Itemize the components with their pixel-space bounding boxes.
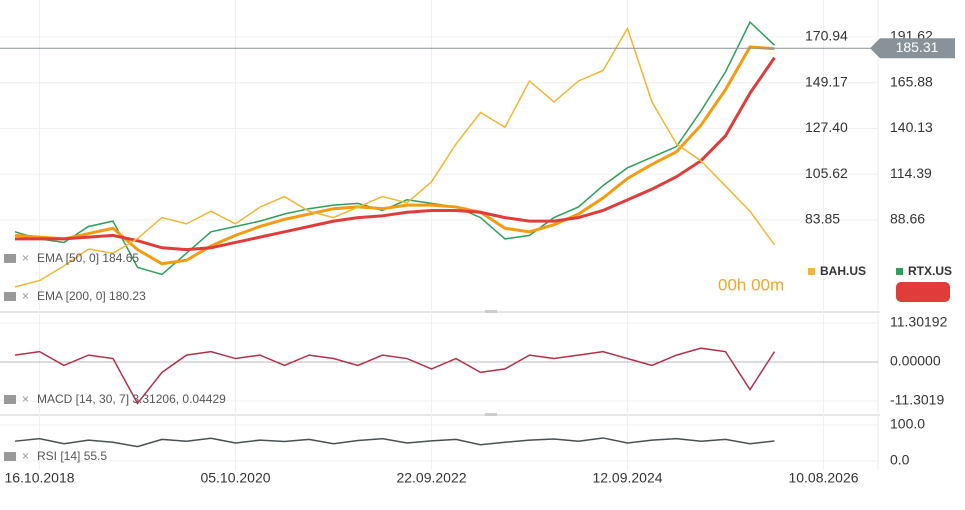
price-tag — [870, 38, 955, 59]
series-line — [15, 56, 776, 252]
y-tick-label: -11.3019 — [890, 392, 944, 408]
y-tick-label: 105.62 — [805, 165, 848, 181]
y2-tick-label: 140.13 — [890, 119, 933, 135]
price-tag-label: 185.31 — [896, 39, 939, 55]
indicator-label: RSI [14] 55.5 — [37, 449, 107, 463]
y-tick-label: 127.40 — [805, 119, 848, 135]
series-line — [14, 437, 775, 448]
indicator-label: EMA [50, 0] 184.65 — [37, 251, 139, 265]
series-line — [14, 347, 776, 405]
y2-tick-label: 114.39 — [890, 165, 932, 181]
indicator-label: MACD [14, 30, 7] 3.31206, 0.04429 — [37, 392, 226, 406]
indicator-close: × — [22, 449, 29, 463]
x-tick-label: 22.09.2022 — [396, 470, 466, 486]
y-tick-label: 11.30192 — [890, 314, 948, 330]
y-tick-label: 100.0 — [890, 416, 925, 432]
x-tick-label: 16.10.2018 — [4, 470, 74, 486]
legend-swatch — [896, 268, 903, 275]
legend-label: BAH.US — [820, 264, 866, 278]
indicator-label: EMA [200, 0] 180.23 — [37, 289, 146, 303]
indicator-icon — [4, 292, 16, 301]
x-tick-label: 10.08.2026 — [788, 470, 858, 486]
series-line — [14, 45, 775, 266]
legend-label: RTX.US — [908, 264, 952, 278]
indicator-close: × — [22, 392, 29, 406]
y-tick-label: 0.0 — [890, 452, 910, 468]
compare-button[interactable] — [896, 282, 950, 302]
legend-swatch — [808, 268, 815, 275]
indicator-icon — [4, 452, 16, 461]
y2-tick-label: 165.88 — [890, 73, 933, 89]
resize-handle[interactable] — [485, 413, 497, 416]
indicator-icon — [4, 254, 16, 263]
series-line — [14, 20, 776, 276]
y-tick-label: 149.17 — [805, 73, 848, 89]
indicator-icon — [4, 395, 16, 404]
series-line — [14, 26, 776, 288]
indicator-close: × — [22, 251, 29, 265]
x-tick-label: 05.10.2020 — [200, 470, 270, 486]
x-tick-label: 12.09.2024 — [592, 470, 662, 486]
y2-tick-label: 88.66 — [890, 211, 925, 227]
y-tick-label: 0.00000 — [890, 353, 941, 369]
countdown: 00h 00m — [718, 275, 784, 294]
resize-handle[interactable] — [485, 310, 497, 313]
y-tick-label: 83.85 — [805, 211, 840, 227]
y-tick-label: 170.94 — [805, 28, 848, 44]
indicator-close: × — [22, 289, 29, 303]
